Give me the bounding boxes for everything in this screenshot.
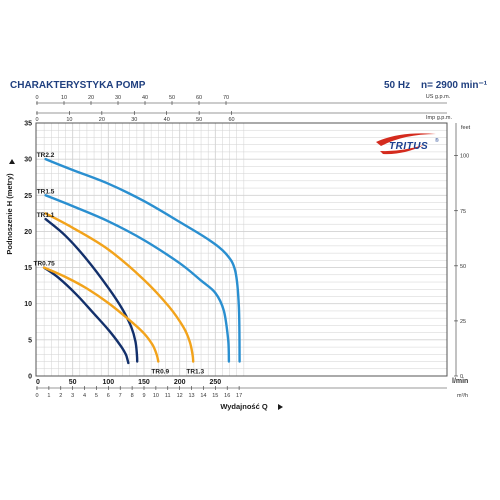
x-tick-label: 250	[209, 379, 221, 386]
m3h-tick-label: 17	[236, 393, 242, 399]
us-gpm-tick-label: 0	[35, 95, 38, 101]
x-tick-label: 50	[69, 379, 77, 386]
series-curve-tr0-9	[42, 266, 160, 363]
feet-tick-label: 75	[460, 209, 466, 215]
series-labels: TR0.75 TR1.1 TR0.9 TR1.3 TR1.5 TR2.2	[33, 152, 204, 375]
m3h-tick-label: 8	[131, 393, 134, 399]
x-tick-label: 100	[102, 379, 114, 386]
lmin-unit: l/min	[452, 378, 468, 385]
m3h-unit: m³/h	[457, 393, 468, 399]
us-gpm-tick-label: 70	[223, 95, 229, 101]
m3h-tick-label: 0	[35, 393, 38, 399]
logo-swoosh-icon	[376, 133, 436, 146]
x-tick-label: 0	[36, 379, 40, 386]
y-axis-title: Podnoszenie H (metry)	[5, 173, 14, 255]
x-tick-label: 200	[174, 379, 186, 386]
series-label: TR2.2	[37, 152, 55, 159]
y-tick-label: 35	[24, 121, 32, 128]
imp-gpm-unit: Imp g.p.m.	[426, 115, 452, 121]
series-label: TR0.75	[33, 261, 55, 268]
m3h-tick-label: 9	[142, 393, 145, 399]
speed-label: n= 2900 min⁻¹	[421, 80, 488, 91]
m3h-tick-label: 16	[224, 393, 230, 399]
feet-tick-label: 0	[460, 374, 463, 380]
us-gpm-tick-label: 10	[61, 95, 67, 101]
imp-gpm-tick-label: 0	[35, 117, 38, 123]
series-label: TR1.3	[186, 369, 204, 376]
plot-frame	[35, 122, 448, 377]
feet-unit: feet	[461, 125, 471, 131]
feet-tick-label: 25	[460, 319, 466, 325]
us-gpm-tick-label: 20	[88, 95, 94, 101]
axes: US g.p.m. Imp g.p.m. feet l/min m³/h Wyd…	[5, 94, 471, 411]
m3h-tick-label: 10	[153, 393, 159, 399]
m3h-tick-label: 1	[47, 393, 50, 399]
m3h-tick-label: 15	[212, 393, 218, 399]
imp-gpm-tick-label: 60	[229, 117, 235, 123]
us-gpm-unit: US g.p.m.	[426, 94, 451, 100]
m3h-tick-label: 2	[59, 393, 62, 399]
us-gpm-tick-label: 30	[115, 95, 121, 101]
series-label: TR0.9	[151, 369, 169, 376]
series-curve-tr2-2	[44, 157, 241, 363]
us-gpm-tick-label: 60	[196, 95, 202, 101]
feet-tick-label: 50	[460, 264, 466, 270]
x-axis-title: Wydajność Q	[220, 402, 268, 411]
y-tick-label: 30	[24, 157, 32, 164]
m3h-tick-label: 7	[119, 393, 122, 399]
tritus-logo: TRITUS ®	[376, 133, 439, 155]
m3h-tick-label: 5	[95, 393, 98, 399]
feet-tick-label: 100	[460, 154, 469, 160]
series-curve-tr0-75	[42, 266, 130, 365]
y-tick-label: 20	[24, 229, 32, 236]
series	[42, 157, 241, 365]
grid	[36, 123, 447, 376]
logo-swoosh-lower-icon	[380, 145, 424, 155]
frequency-label: 50 Hz	[384, 80, 411, 91]
imp-gpm-tick-label: 40	[164, 117, 170, 123]
y-tick-label: 0	[28, 374, 32, 381]
imp-gpm-tick-label: 20	[99, 117, 105, 123]
logo-registered-mark: ®	[435, 137, 439, 144]
x-tick-label: 150	[138, 379, 150, 386]
page-title: CHARAKTERYSTYKA POMP	[10, 80, 146, 91]
imp-gpm-tick-label: 10	[66, 117, 72, 123]
us-gpm-tick-label: 50	[169, 95, 175, 101]
m3h-tick-label: 6	[107, 393, 110, 399]
x-axis-arrow-icon	[278, 404, 283, 410]
y-tick-label: 10	[24, 301, 32, 308]
m3h-tick-label: 4	[83, 393, 86, 399]
y-tick-label: 5	[28, 337, 32, 344]
imp-gpm-tick-label: 50	[196, 117, 202, 123]
m3h-tick-label: 11	[165, 393, 171, 399]
series-label: TR1.1	[37, 212, 55, 219]
series-label: TR1.5	[37, 188, 55, 195]
series-curve-tr1-1	[44, 217, 139, 363]
m3h-tick-label: 12	[177, 393, 183, 399]
imp-gpm-tick-label: 30	[131, 117, 137, 123]
series-curve-tr1-5	[44, 194, 231, 363]
y-tick-label: 15	[24, 265, 32, 272]
y-tick-label: 25	[24, 193, 32, 200]
us-gpm-tick-label: 40	[142, 95, 148, 101]
logo-text: TRITUS	[389, 141, 428, 152]
series-curve-tr1-3	[44, 212, 195, 363]
m3h-tick-label: 14	[200, 393, 206, 399]
m3h-tick-label: 3	[71, 393, 74, 399]
m3h-tick-label: 13	[188, 393, 194, 399]
y-axis-arrow-icon	[9, 159, 15, 164]
